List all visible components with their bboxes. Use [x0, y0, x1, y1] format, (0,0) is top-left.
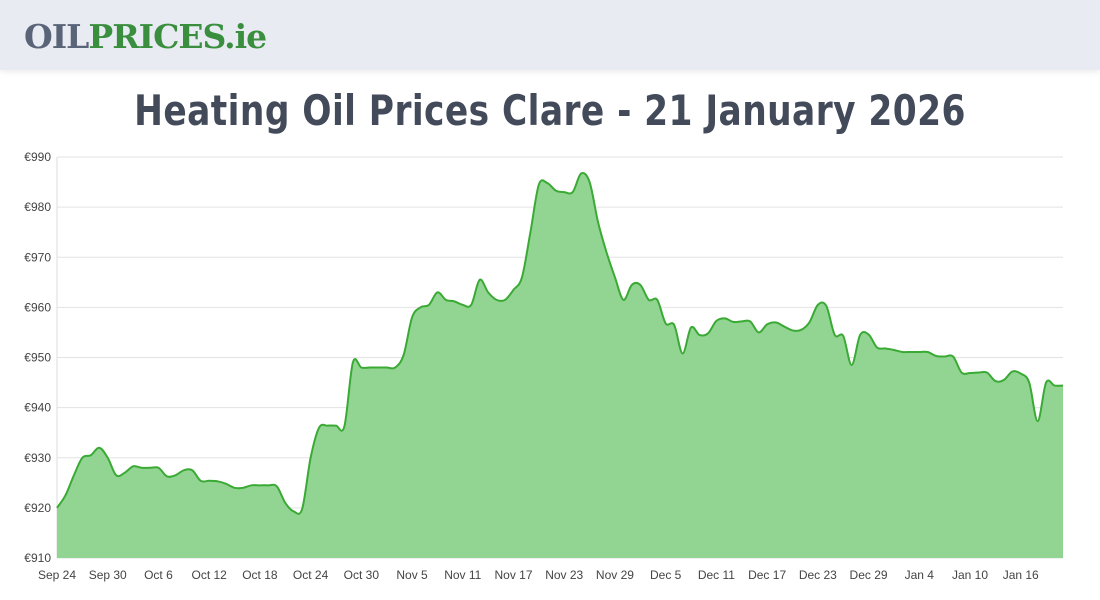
- x-tick-label: Dec 5: [650, 568, 682, 582]
- x-tick-label: Jan 10: [952, 568, 988, 582]
- x-tick-label: Nov 5: [396, 568, 428, 582]
- x-tick-label: Oct 24: [293, 568, 329, 582]
- x-tick-label: Sep 30: [89, 568, 127, 582]
- x-tick-label: Nov 11: [444, 568, 481, 582]
- y-tick-label: €980: [24, 200, 51, 214]
- site-logo[interactable]: OILPRICES.ie: [24, 17, 267, 56]
- y-tick-label: €960: [24, 300, 51, 314]
- x-tick-label: Jan 16: [1003, 568, 1039, 582]
- y-tick-label: €930: [24, 451, 51, 465]
- x-tick-label: Dec 29: [850, 568, 888, 582]
- x-tick-label: Nov 29: [596, 568, 634, 582]
- y-tick-label: €940: [24, 401, 51, 415]
- x-tick-label: Oct 12: [191, 568, 227, 582]
- x-tick-label: Nov 23: [545, 568, 583, 582]
- x-tick-label: Nov 17: [494, 568, 532, 582]
- x-tick-label: Sep 24: [38, 568, 76, 582]
- x-tick-label: Oct 30: [344, 568, 380, 582]
- price-area: [57, 173, 1063, 558]
- x-tick-label: Oct 6: [144, 568, 173, 582]
- y-tick-label: €990: [24, 150, 51, 164]
- x-tick-label: Oct 18: [242, 568, 278, 582]
- x-tick-label: Jan 4: [905, 568, 935, 582]
- x-tick-label: Dec 11: [698, 568, 735, 582]
- page-title: Heating Oil Prices Clare - 21 January 20…: [134, 86, 966, 135]
- y-tick-label: €920: [24, 501, 51, 515]
- y-tick-label: €970: [24, 250, 51, 264]
- header-bar: OILPRICES.ie: [0, 0, 1100, 70]
- price-line: [56, 172, 1064, 515]
- y-tick-label: €950: [24, 351, 51, 365]
- x-tick-label: Dec 23: [799, 568, 837, 582]
- x-tick-label: Dec 17: [748, 568, 786, 582]
- y-tick-label: €910: [24, 551, 51, 565]
